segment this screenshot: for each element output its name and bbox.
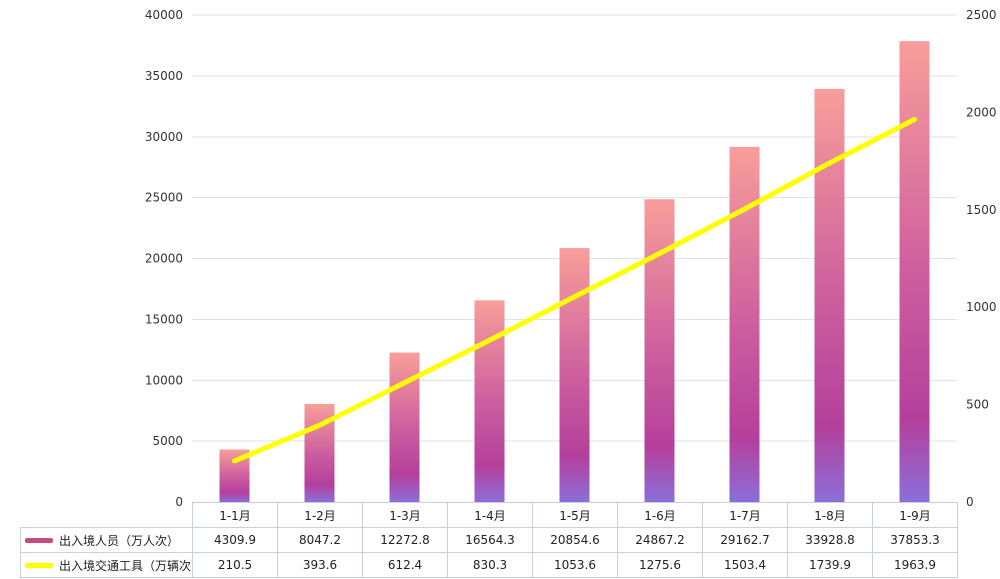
x-axis-label: 1-8月 [787, 502, 873, 528]
legend-item-vehicles[interactable]: 出入境交通工具（万辆次） [20, 552, 193, 578]
x-axis-label: 1-2月 [277, 502, 363, 528]
right-axis-tick-label: 2500 [966, 8, 997, 22]
table-cell-persons: 37853.3 [872, 527, 958, 553]
table-cell-vehicles: 830.3 [447, 552, 533, 578]
table-corner-blank [21, 503, 193, 528]
table-cell-vehicles: 1739.9 [787, 552, 873, 578]
left-axis-tick-label: 30000 [145, 130, 183, 144]
left-axis-tick-label: 35000 [145, 69, 183, 83]
table-cell-persons: 4309.9 [192, 527, 278, 553]
x-axis-label: 1-6月 [617, 502, 703, 528]
table-cell-vehicles: 1503.4 [702, 552, 788, 578]
line-series[interactable] [232, 116, 917, 464]
table-cell-persons: 20854.6 [532, 527, 618, 553]
bar-1-7月[interactable] [729, 146, 760, 502]
x-axis-label: 1-9月 [872, 502, 958, 528]
line-series-marker-icon [25, 562, 53, 568]
left-axis-tick-label: 0 [175, 495, 183, 509]
right-axis-tick-label: 1500 [966, 203, 997, 217]
bar-1-6月[interactable] [644, 199, 675, 503]
right-axis-tick-label: 0 [966, 495, 974, 509]
table-cell-vehicles: 393.6 [277, 552, 363, 578]
x-axis-label: 1-5月 [532, 502, 618, 528]
x-axis-label: 1-4月 [447, 502, 533, 528]
x-axis-label: 1-3月 [362, 502, 448, 528]
x-axis-label: 1-7月 [702, 502, 788, 528]
bar-series-marker-icon [25, 537, 53, 543]
bar-1-5月[interactable] [559, 248, 590, 502]
bar-1-8月[interactable] [814, 88, 845, 502]
left-axis-tick-label: 25000 [145, 191, 183, 205]
table-cell-vehicles: 1275.6 [617, 552, 703, 578]
x-axis-label: 1-1月 [192, 502, 278, 528]
left-axis-tick-label: 10000 [145, 373, 183, 387]
table-cell-vehicles: 210.5 [192, 552, 278, 578]
left-axis-tick-label: 40000 [145, 8, 183, 22]
legend-label-vehicles: 出入境交通工具（万辆次） [59, 558, 193, 573]
table-cell-persons: 8047.2 [277, 527, 363, 553]
legend-item-persons[interactable]: 出入境人员（万人次） [20, 527, 193, 553]
x-axis-label-row: 1-1月 1-2月 1-3月 1-4月 1-5月 1-6月 1-7月 1-8月 … [21, 502, 958, 528]
table-cell-vehicles: 1053.6 [532, 552, 618, 578]
right-axis-tick-label: 500 [966, 398, 989, 412]
table-cell-vehicles: 1963.9 [872, 552, 958, 578]
table-row-vehicles: 出入境交通工具（万辆次） 210.5 393.6 612.4 830.3 105… [20, 552, 958, 578]
bar-1-9月[interactable] [899, 41, 930, 502]
right-axis-tick-label: 2000 [966, 105, 997, 119]
data-table: 1-1月 1-2月 1-3月 1-4月 1-5月 1-6月 1-7月 1-8月 … [20, 502, 958, 578]
legend-label-persons: 出入境人员（万人次） [59, 533, 180, 548]
right-axis-tick-label: 1000 [966, 300, 997, 314]
left-axis-tick-label: 20000 [145, 252, 183, 266]
table-cell-persons: 16564.3 [447, 527, 533, 553]
left-axis-tick-label: 5000 [152, 434, 183, 448]
table-row-persons: 出入境人员（万人次） 4309.9 8047.2 12272.8 16564.3… [20, 527, 958, 553]
left-axis-tick-label: 15000 [145, 312, 183, 326]
table-cell-persons: 29162.7 [702, 527, 788, 553]
table-cell-vehicles: 612.4 [362, 552, 448, 578]
bar-1-4月[interactable] [474, 300, 505, 502]
table-cell-persons: 33928.8 [787, 527, 873, 553]
table-cell-persons: 12272.8 [362, 527, 448, 553]
table-cell-persons: 24867.2 [617, 527, 703, 553]
